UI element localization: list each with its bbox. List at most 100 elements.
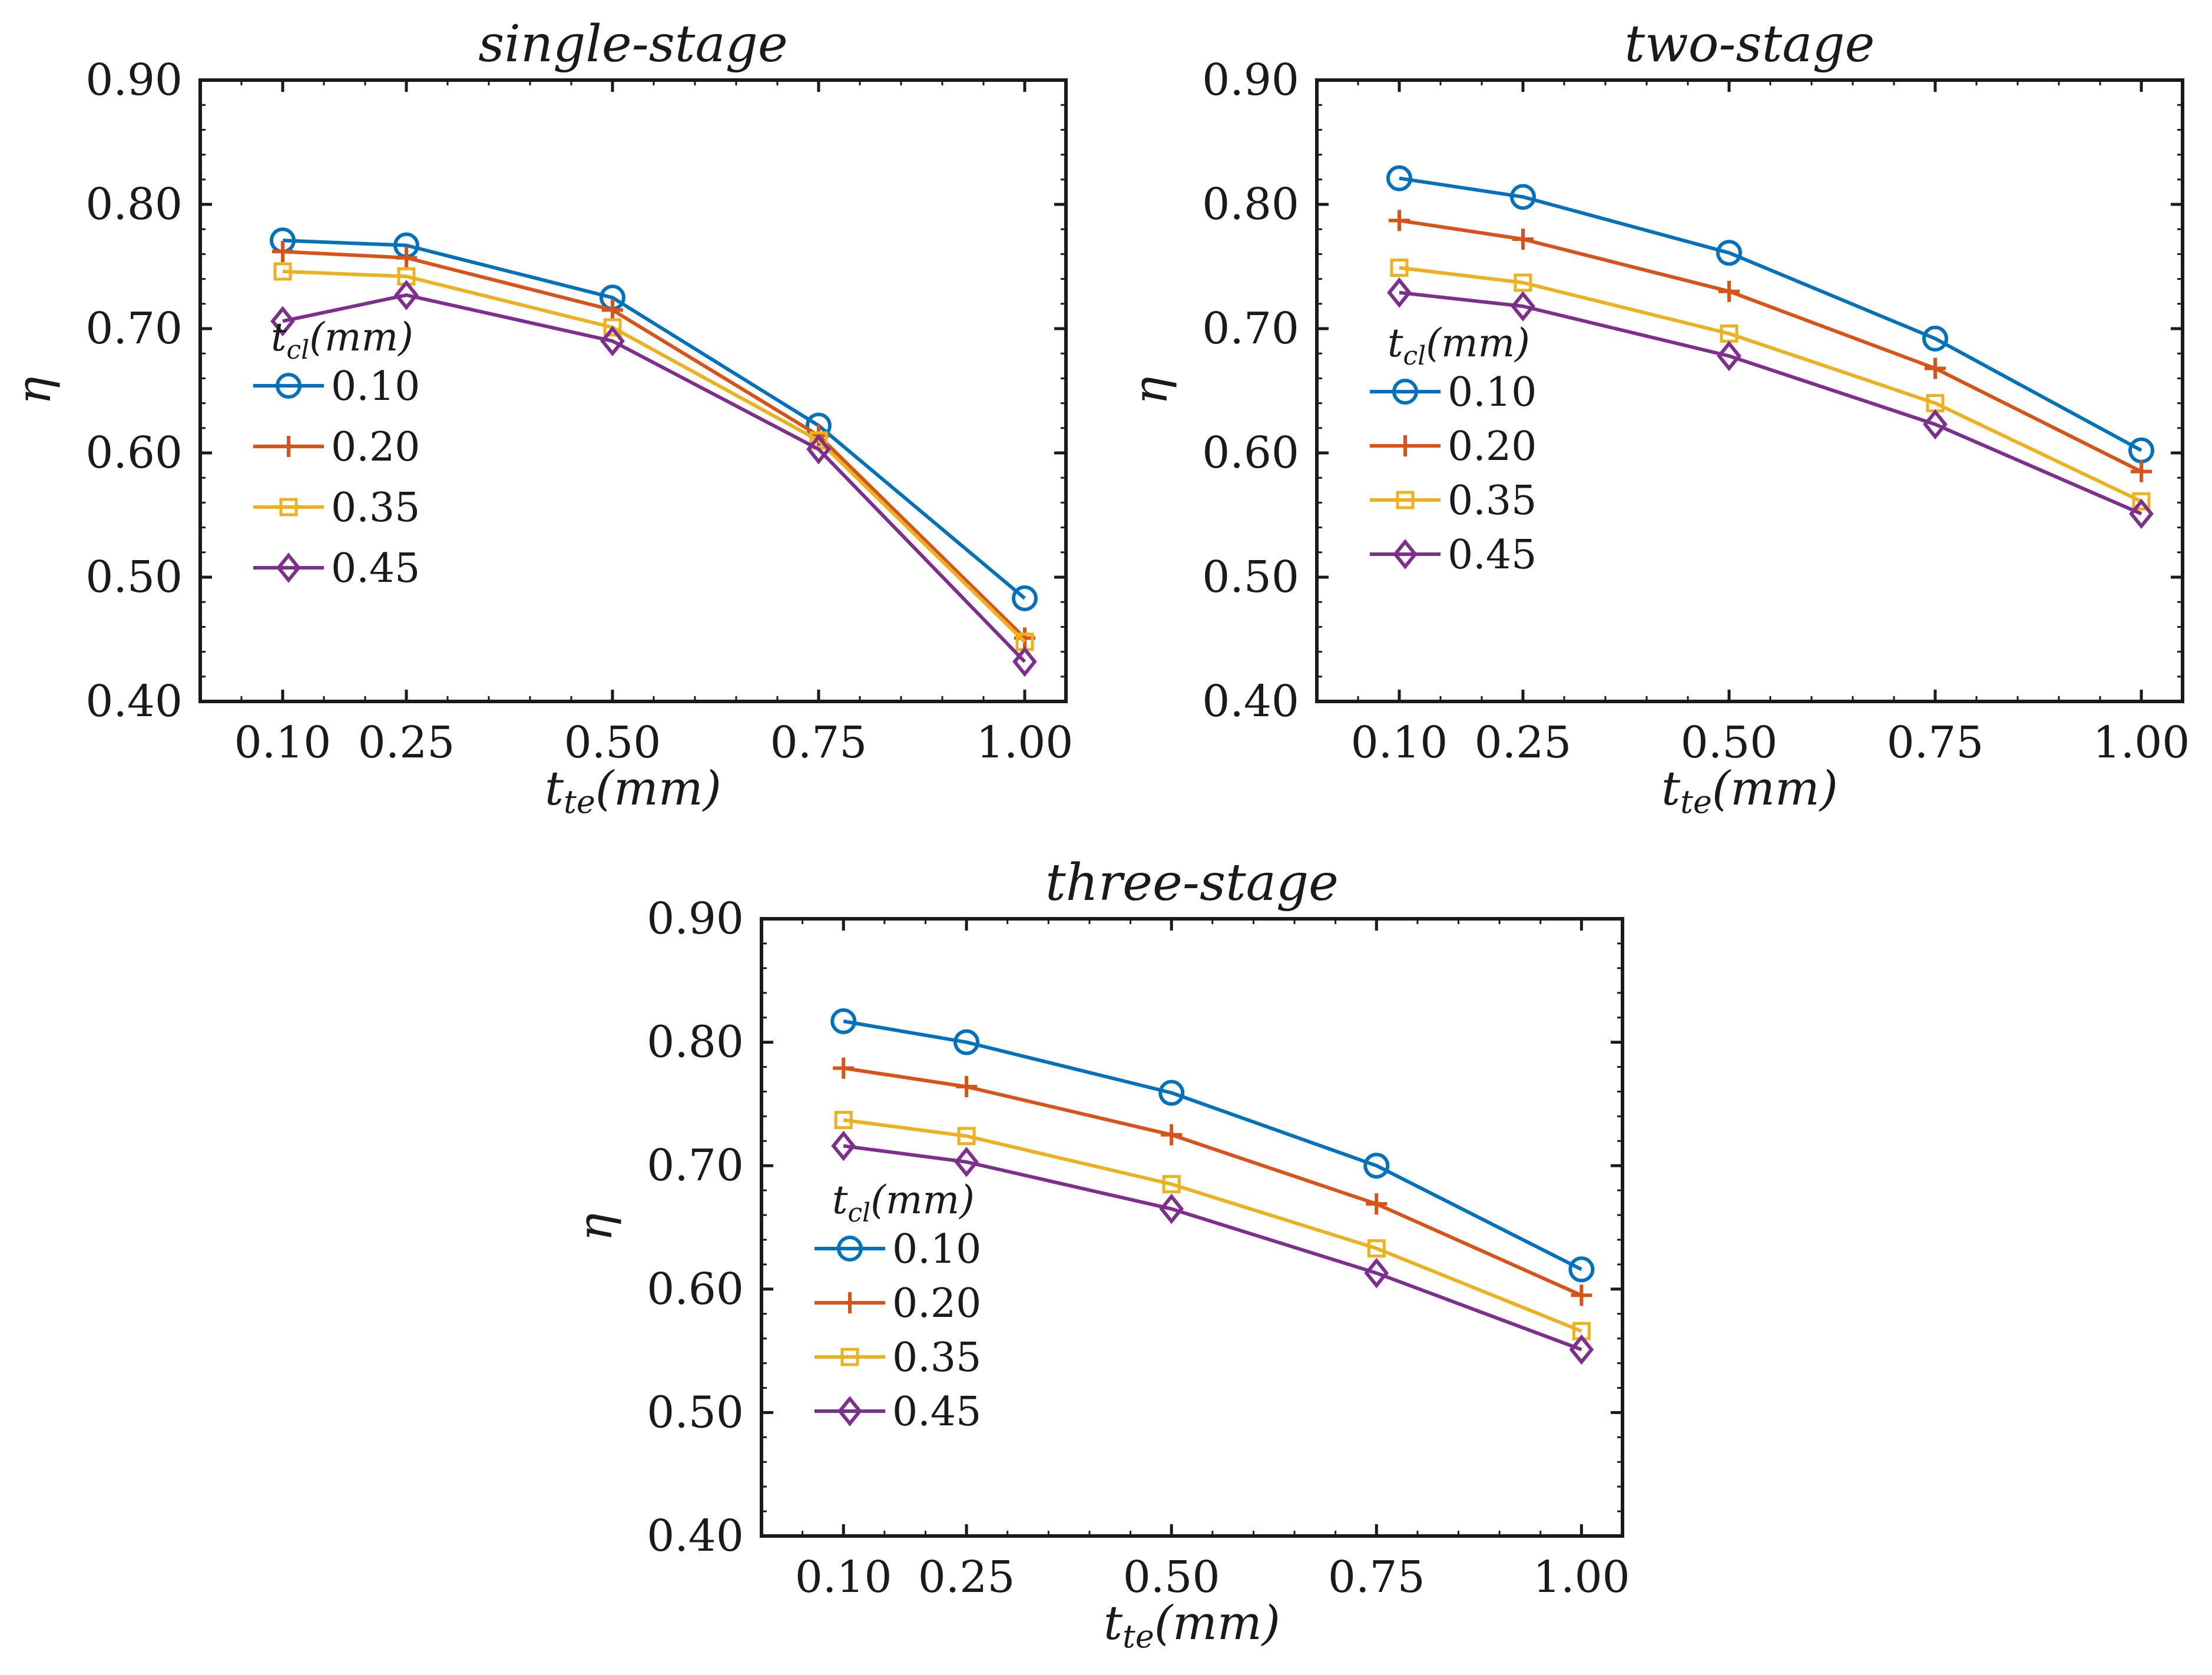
x-tick-label: 0.25 [358,717,455,768]
data-point [1923,409,1948,440]
data-point [953,1029,980,1055]
x-tick-label: 0.75 [1887,717,1984,768]
data-point [2132,492,2151,511]
data-point [603,318,622,337]
y-tick-label: 0.60 [647,1264,744,1315]
x-tick-label: 0.75 [1328,1552,1425,1603]
minor-ticks [200,79,1067,703]
data-point [1925,357,1946,379]
minor-ticks [761,918,1624,1537]
y-tick-label: 0.80 [85,179,183,230]
x-tick-label: 0.50 [1681,717,1778,768]
y-tick-label: 0.40 [85,676,183,727]
legend-marker [1395,435,1416,456]
legend-item-0.10: 0.10 [1370,369,1537,416]
legend-marker [279,498,298,517]
x-tick-label: 0.50 [564,717,661,768]
data-point [1568,1256,1595,1283]
legend-label: 0.10 [331,363,420,410]
data-point [1386,165,1412,191]
x-tick-label: 0.25 [918,1552,1015,1603]
data-point [2131,461,2152,482]
x-tick-label: 1.00 [2093,717,2190,768]
data-point [806,433,831,465]
legend: tcl(mm)0.10 0.20 0.35 0.45 [253,315,420,592]
data-point [1390,259,1409,277]
legend-marker [276,552,301,583]
legend-item-0.10: 0.10 [253,363,420,410]
plot-frame [760,917,1624,1538]
data-point [954,1147,979,1177]
x-tick-label: 1.00 [976,717,1074,768]
series-line-0.35 [1399,266,2143,504]
data-point [1364,1257,1389,1289]
chart-panel-three-stage: three-stage 0.40 0.50 0.60 0.70 0.80 0.90 0.10 0… [568,853,1630,1655]
series-line-0.45 [843,1144,1582,1352]
data-point [833,1057,855,1079]
y-tick-label: 0.40 [1202,676,1299,727]
legend-marker [837,1236,863,1262]
data-point [1367,1239,1386,1258]
legend-title: tcl(mm) [271,315,413,365]
y-tick-label: 0.50 [85,552,183,603]
y-tick-label: 0.90 [1202,55,1299,105]
data-point [1717,340,1741,372]
y-tick-label: 0.90 [647,893,744,944]
legend-marker [278,436,299,457]
data-point [270,306,295,337]
data-point [1716,240,1742,266]
legend-marker [276,373,302,399]
legend-marker [1393,539,1418,570]
data-point [1718,280,1740,302]
data-point [1510,184,1536,210]
data-point [1514,273,1532,292]
y-tick-label: 0.80 [647,1017,744,1068]
chart-title: single-stage [478,15,787,74]
series-line-0.45 [282,293,1026,663]
chart-title: three-stage [1045,853,1339,912]
x-axis-label: tte(mm) [1104,1595,1280,1655]
data-point [1512,229,1534,250]
data-point [1389,210,1410,231]
plot-frame [1315,78,2184,703]
legend-label: 0.35 [892,1335,981,1381]
y-tick-label: 0.90 [85,55,183,105]
legend-item-0.35: 0.35 [814,1335,981,1381]
legend-label: 0.10 [1448,369,1537,416]
data-point [602,299,623,321]
legend-label: 0.35 [1448,478,1537,524]
x-tick-label: 1.00 [1533,1552,1630,1603]
legend-item-0.45: 0.45 [814,1389,981,1435]
legend-item-0.10: 0.10 [814,1226,981,1273]
y-axis-label: η [568,1213,622,1242]
x-tick-label: 0.25 [1475,717,1572,768]
chart-panel-two-stage: two-stage 0.40 0.50 0.60 0.70 0.80 0.90 0.10 0.2… [1123,15,2190,820]
legend-label: 0.45 [1448,532,1537,578]
legend-label: 0.10 [892,1226,981,1273]
series-line-0.10 [282,239,1026,600]
data-point [1387,277,1412,308]
x-tick-label: 0.10 [795,1552,892,1603]
legend-marker [840,1348,859,1366]
legend-label: 0.20 [1448,423,1537,470]
legend-item-0.45: 0.45 [253,545,420,592]
legend-item-0.20: 0.20 [1370,423,1537,470]
x-tick-label: 0.10 [234,717,332,768]
y-tick-label: 0.70 [85,303,183,354]
data-point [1511,291,1535,322]
legend: tcl(mm)0.10 0.20 0.35 0.45 [1370,320,1537,578]
y-tick-label: 0.80 [1202,179,1299,230]
data-point [272,241,293,263]
plot-frame [198,78,1068,703]
legend-marker [1396,491,1415,509]
legend-label: 0.20 [331,424,420,471]
data-point [394,280,419,310]
x-tick-label: 0.10 [1351,717,1448,768]
data-point [957,1127,976,1146]
legend: tcl(mm)0.10 0.20 0.35 0.45 [814,1177,981,1435]
chart-title: two-stage [1625,15,1875,74]
y-tick-label: 0.60 [85,428,183,478]
data-point [831,1130,856,1161]
minor-ticks [1317,79,2184,703]
